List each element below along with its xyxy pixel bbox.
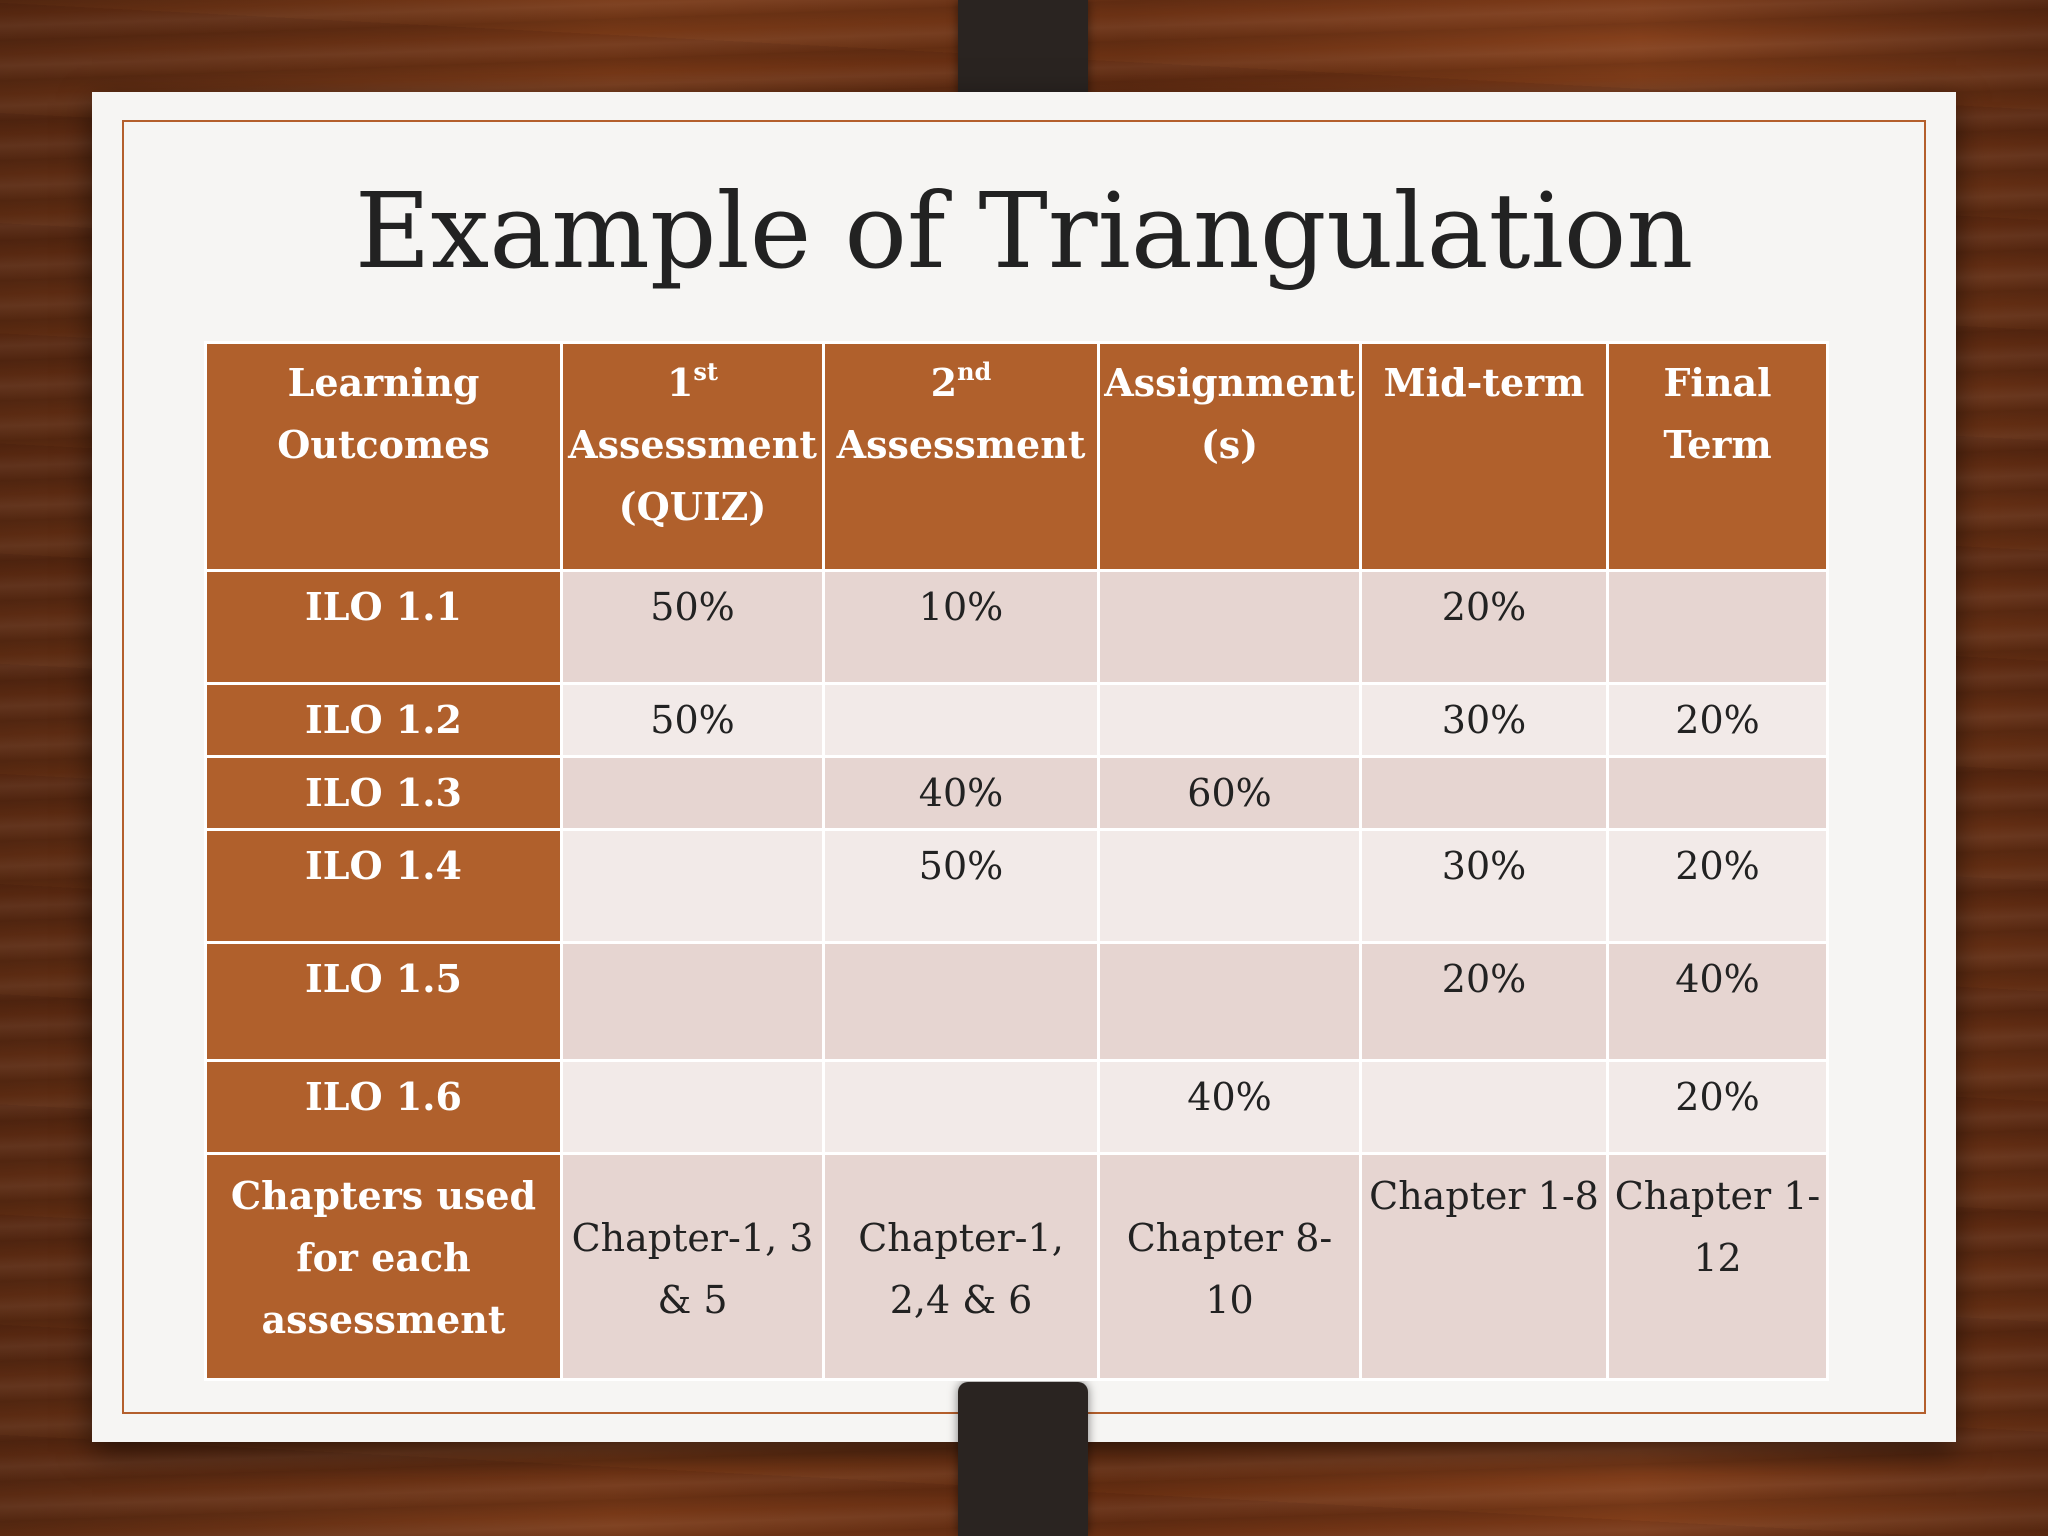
table-cell: 20% [1359,569,1609,685]
table-cell: 20% [1606,828,1829,944]
table-cell: 20% [1359,941,1609,1062]
chapters-cell-assignment: Chapter 8- 10 [1097,1152,1362,1381]
table-cell: 50% [560,682,825,758]
header-text: Mid-term [1383,360,1585,405]
table-cell: 30% [1359,682,1609,758]
cell-text: & 5 [657,1277,728,1322]
chapters-row: Chapters used for each assessment Chapte… [204,1152,1829,1381]
chapters-cell-final-term: Chapter 1- 12 [1606,1152,1829,1381]
cell-text: Chapter-1, [858,1215,1064,1260]
table-cell [560,1059,825,1155]
table-cell [1097,569,1362,685]
table-cell [560,828,825,944]
header-text: (QUIZ) [618,484,767,529]
cell-text: 10 [1205,1277,1254,1322]
header-text: Learning [287,360,480,405]
table-cell: 50% [822,828,1100,944]
header-assessment-2: 2nd Assessment [822,341,1100,572]
header-text: Assessment [836,422,1086,467]
header-text: Assessment [568,422,817,467]
row-label-text: for each [296,1235,471,1280]
header-text: Assignment [1104,360,1355,405]
row-label: ILO 1.3 [204,755,563,831]
ordinal-number: 2 [930,360,958,405]
table-cell [1606,755,1829,831]
row-label: ILO 1.2 [204,682,563,758]
row-label: ILO 1.5 [204,941,563,1062]
cell-text: Chapter 1-8 [1369,1174,1599,1218]
table-row: ILO 1.2 50% 30% 20% [204,682,1829,758]
ordinal-number: 1 [666,360,694,405]
row-label: ILO 1.1 [204,569,563,685]
header-text: 1st [563,352,822,414]
table-cell: 60% [1097,755,1362,831]
header-text: Outcomes [277,422,490,467]
header-assessment-1: 1st Assessment (QUIZ) [560,341,825,572]
cell-text: Chapter-1, 3 [571,1215,814,1260]
slide-title: Example of Triangulation [354,170,1694,292]
chapters-cell-assessment-2: Chapter-1, 2,4 & 6 [822,1152,1100,1381]
header-learning-outcomes: Learning Outcomes [204,341,563,572]
table-row: ILO 1.1 50% 10% 20% [204,569,1829,685]
table-cell [1606,569,1829,685]
row-label: ILO 1.6 [204,1059,563,1155]
cell-text: 2,4 & 6 [889,1277,1033,1322]
table-cell [1359,755,1609,831]
table-cell [560,941,825,1062]
chapters-cell-assessment-1: Chapter-1, 3 & 5 [560,1152,825,1381]
cell-text: Chapter 8- [1126,1215,1333,1260]
header-midterm: Mid-term [1359,341,1609,572]
table-cell [1359,1059,1609,1155]
table-cell: 30% [1359,828,1609,944]
row-label: ILO 1.4 [204,828,563,944]
header-row: Learning Outcomes 1st Assessment (QUIZ) … [204,341,1829,572]
table-cell [822,1059,1100,1155]
header-final-term: Final Term [1606,341,1829,572]
table-cell [1097,941,1362,1062]
ordinal-suffix: st [693,357,719,386]
table-cell [560,755,825,831]
header-text: 2nd [825,352,1097,414]
ordinal-suffix: nd [957,357,992,386]
table-cell [1097,828,1362,944]
row-label-chapters: Chapters used for each assessment [204,1152,563,1381]
header-text: Term [1663,422,1772,467]
table-row: ILO 1.6 40% 20% [204,1059,1829,1155]
table-cell: 50% [560,569,825,685]
table-cell [822,682,1100,758]
row-label-text: assessment [261,1297,506,1342]
table-cell: 20% [1606,1059,1829,1155]
table-cell [1097,682,1362,758]
cell-text: Chapter 1- [1614,1174,1821,1218]
header-assignment: Assignment (s) [1097,341,1362,572]
chapters-cell-midterm: Chapter 1-8 [1359,1152,1609,1381]
row-label-text: Chapters used [230,1173,537,1218]
header-text: (s) [1200,422,1259,467]
header-text: Final [1663,360,1772,405]
table-cell: 40% [1097,1059,1362,1155]
table-cell: 10% [822,569,1100,685]
binder-strap-bottom [958,1382,1088,1536]
table-cell: 40% [1606,941,1829,1062]
table-cell: 20% [1606,682,1829,758]
table-cell: 40% [822,755,1100,831]
table-row: ILO 1.4 50% 30% 20% [204,828,1829,944]
table-cell [822,941,1100,1062]
cell-text: 12 [1693,1236,1742,1280]
table-row: ILO 1.5 20% 40% [204,941,1829,1062]
triangulation-table: Learning Outcomes 1st Assessment (QUIZ) … [204,341,1829,1381]
table-row: ILO 1.3 40% 60% [204,755,1829,831]
